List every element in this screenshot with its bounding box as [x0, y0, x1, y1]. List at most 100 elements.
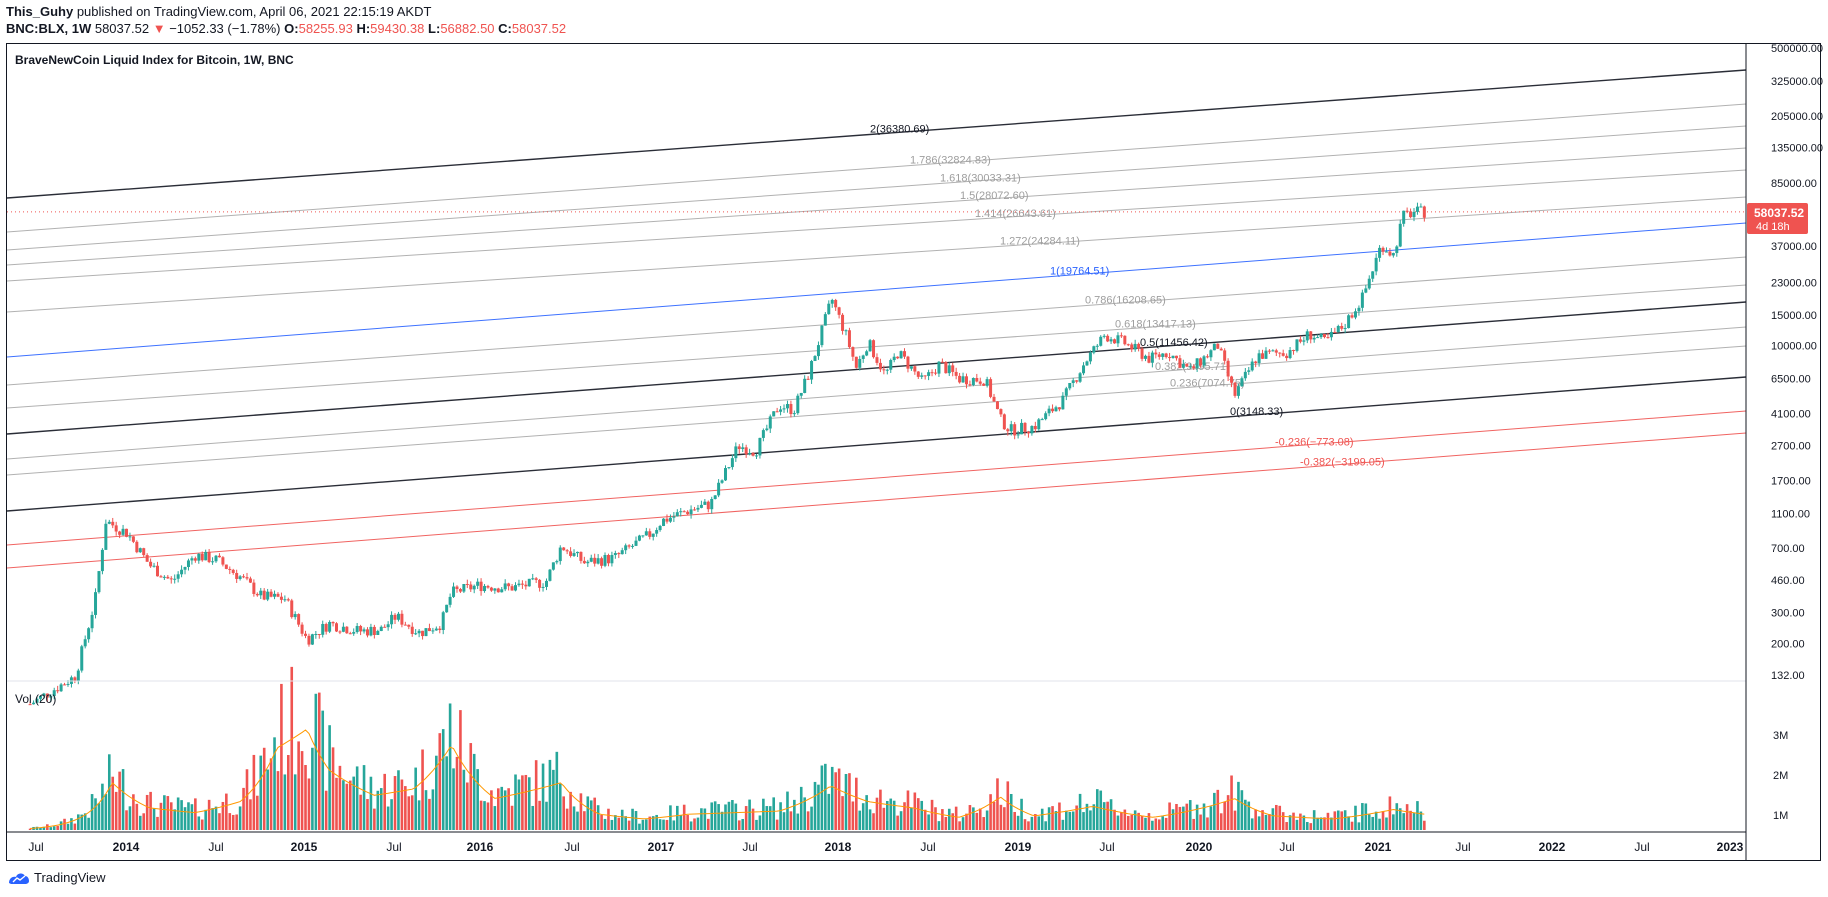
volume-bar — [710, 802, 714, 830]
candle-body — [854, 356, 858, 368]
candle-body — [620, 550, 624, 555]
fib-level-line[interactable] — [6, 410, 1747, 546]
open-label: O: — [284, 21, 299, 36]
fib-level-line[interactable] — [6, 345, 1747, 476]
volume-bar — [1254, 809, 1257, 830]
fib-level-line[interactable] — [6, 432, 1747, 569]
candle-body — [235, 572, 239, 579]
volume-bar — [335, 777, 338, 830]
volume-bar — [197, 816, 201, 830]
candle-body — [1140, 348, 1144, 359]
candle-body — [847, 330, 851, 348]
volume-bar — [1168, 802, 1171, 830]
volume-bar — [614, 815, 617, 830]
volume-bar — [424, 790, 428, 830]
volume-bar — [779, 802, 782, 830]
author-name[interactable]: This_Guhy — [6, 4, 74, 19]
fib-channel[interactable]: 2(36380.69) 1.786(32824.83) 1.618(30033.31… — [6, 69, 1747, 569]
candle-body — [83, 639, 87, 647]
volume-bar — [589, 800, 593, 830]
volume-bar — [941, 809, 944, 830]
volume-bar — [1402, 813, 1405, 830]
volume-bar — [944, 817, 948, 830]
fib-level-line[interactable] — [6, 222, 1747, 358]
volume-bar — [534, 760, 538, 830]
fib-level-line[interactable] — [6, 103, 1747, 233]
candle-body — [452, 586, 456, 597]
volume-bar — [118, 771, 121, 830]
volume-bar — [658, 819, 662, 830]
volume-bar — [1089, 810, 1092, 830]
fib-level-line[interactable] — [6, 69, 1747, 199]
volume-bar — [510, 805, 514, 830]
fib-level-line[interactable] — [6, 301, 1747, 435]
candle-body — [348, 633, 352, 635]
candle-body — [458, 589, 462, 592]
fib-level-line[interactable] — [6, 326, 1747, 460]
volume-bar — [676, 805, 679, 830]
volume-bar — [627, 820, 631, 830]
candle-body — [810, 360, 814, 380]
candle-body — [1261, 353, 1265, 359]
candle-body — [231, 569, 235, 573]
candle-body — [675, 512, 679, 517]
fib-level-line[interactable] — [6, 376, 1747, 512]
volume-bar — [1013, 811, 1016, 830]
volume-bar — [541, 763, 545, 830]
footer-brand: TradingView — [34, 870, 106, 885]
candle-body — [448, 596, 452, 605]
fib-level-line[interactable] — [6, 196, 1747, 313]
candle-body — [76, 670, 80, 682]
volume-bar — [817, 784, 820, 830]
tradingview-footer[interactable]: TradingView — [8, 870, 106, 885]
fib-level-line[interactable] — [6, 256, 1747, 386]
fib-level-line[interactable] — [6, 169, 1747, 282]
volume-bar — [507, 788, 510, 830]
candle-body — [1212, 343, 1216, 351]
fib-level-line[interactable] — [6, 284, 1747, 409]
candle-body — [1016, 434, 1020, 436]
candle-body — [469, 584, 473, 590]
publish-info: This_Guhy published on TradingView.com, … — [6, 4, 431, 19]
volume-bar — [576, 811, 579, 830]
volume-bar — [1237, 781, 1240, 830]
candle-body — [214, 555, 218, 562]
candle-body — [1126, 344, 1130, 346]
candle-body — [1006, 429, 1010, 432]
volume-bar — [1268, 814, 1271, 830]
volume-bar — [1123, 809, 1127, 830]
fib-level-line[interactable] — [6, 147, 1747, 266]
price-tick-label: 135000.00 — [1771, 143, 1823, 155]
volume-bar — [211, 808, 214, 830]
volume-bar — [231, 814, 235, 830]
candle-body — [259, 590, 263, 596]
candle-body — [427, 628, 431, 632]
volume-bar — [490, 790, 493, 830]
candle-body — [579, 551, 583, 561]
volume-bar — [641, 819, 645, 830]
candle-body — [1257, 353, 1261, 364]
candle-body — [173, 578, 177, 580]
candle-body — [1329, 331, 1333, 338]
volume-bar — [1261, 810, 1264, 830]
volume-bar — [679, 815, 683, 830]
candle-body — [658, 525, 662, 531]
volume-bar — [235, 814, 238, 830]
candle-body — [403, 624, 407, 626]
candle-body — [379, 626, 383, 632]
volume-bar — [1140, 815, 1144, 830]
time-tick-label: Jul — [1099, 840, 1114, 854]
volume-bar — [438, 733, 442, 830]
fib-level-line[interactable] — [6, 125, 1747, 251]
volume-bar — [662, 819, 665, 830]
volume-bar — [1065, 810, 1068, 830]
candle-body — [534, 578, 538, 580]
candle-body — [166, 576, 170, 579]
volume-bar — [166, 796, 170, 830]
volume-bar — [700, 808, 703, 830]
candle-body — [486, 585, 490, 588]
volume-bar — [672, 820, 676, 830]
volume-bar — [445, 756, 448, 830]
volume-bar — [517, 779, 521, 830]
